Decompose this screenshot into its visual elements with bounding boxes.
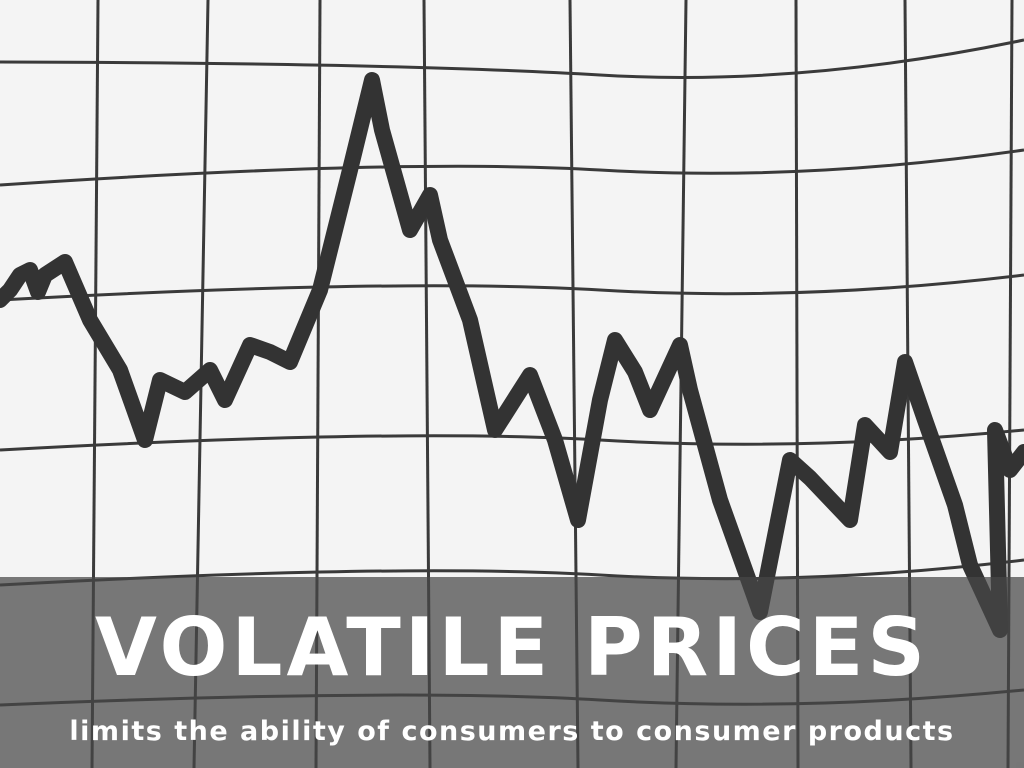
- grid-line-horizontal: [0, 38, 1024, 79]
- grid-line-horizontal: [0, 558, 1024, 587]
- grid-line-horizontal: [0, 273, 1024, 302]
- grid-line-horizontal: [0, 148, 1024, 187]
- price-line: [0, 72, 1024, 638]
- slide-subtitle: limits the ability of consumers to consu…: [69, 716, 955, 747]
- slide-title: VOLATILE PRICES: [95, 601, 929, 694]
- caption-band: [0, 577, 1024, 768]
